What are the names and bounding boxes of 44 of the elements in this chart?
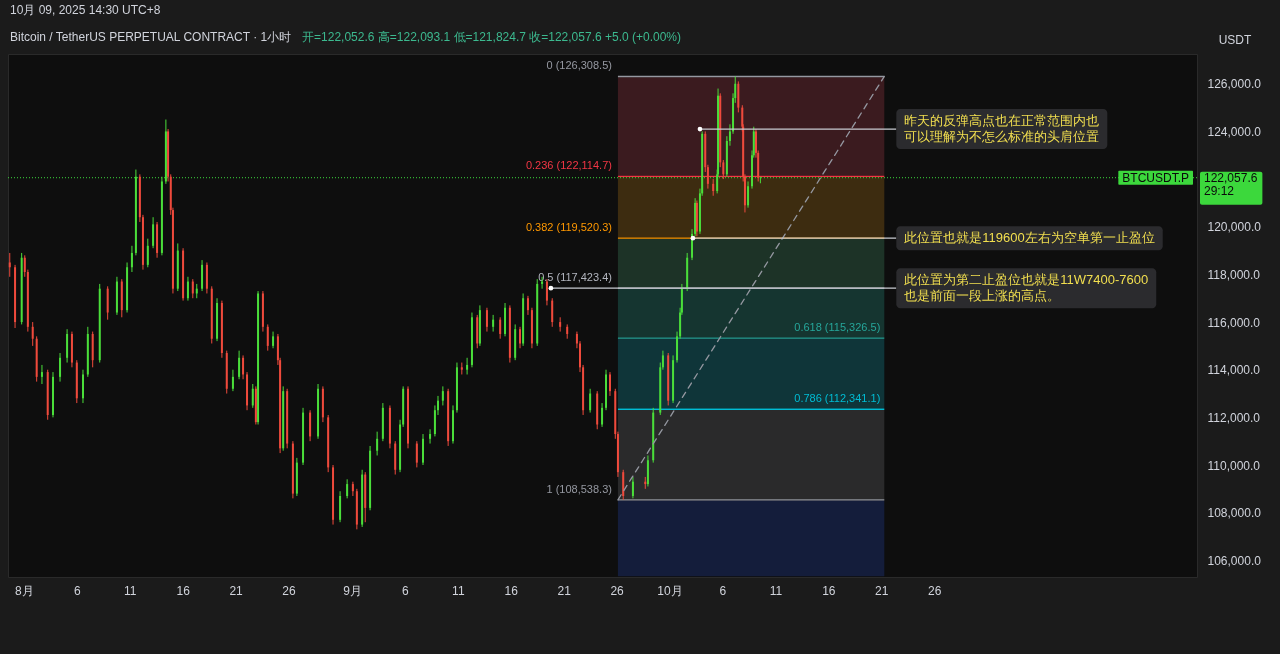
- y-tick-label: 114,000.0: [1207, 363, 1261, 378]
- x-tick-label: 6: [73, 583, 81, 598]
- ref-line-label: 0.618 (115,326.5): [794, 321, 881, 334]
- chart-subtitle: 开=122,052.6 高=122,093.1 低=121,824.7 收=122,057.6 +5.0 (+0.00%): [302, 30, 682, 44]
- x-tick-label: 26: [927, 583, 942, 598]
- y-tick-label: 118,000.0: [1207, 267, 1261, 282]
- x-tick-label: 6: [719, 583, 727, 598]
- text: 10月 09, 2025 14:30 UTC+8: [10, 3, 161, 17]
- y-tick-label: 110,000.0: [1207, 458, 1261, 473]
- annotation: 此位置为第二止盈位也就是11W7400-7600也是前面一段上涨的高点。: [904, 272, 1149, 304]
- ref-line-label: 0.5 (117,423.4): [538, 271, 612, 284]
- x-tick-label: 16: [822, 583, 836, 598]
- x-tick-label: 26: [282, 583, 296, 598]
- y-axis-title: USDT: [1218, 33, 1252, 47]
- x-tick-label: 26: [610, 583, 625, 598]
- chart-title: Bitcoin / TetherUS PERPETUAL CONTRACT · 1小时: [10, 30, 292, 44]
- x-tick-label: 11: [452, 583, 465, 598]
- x-tick-label: 21: [557, 583, 572, 598]
- x-tick-label: 16: [504, 583, 519, 598]
- ref-line-label: 0.236 (122,114.7): [525, 159, 612, 172]
- y-tick-label: 126,000.0: [1207, 77, 1262, 92]
- annotation: 昨天的反弹高点也在正常范围内也可以理解为不怎么标准的头肩位置: [904, 113, 1100, 145]
- x-tick-label: 10月: [657, 583, 683, 598]
- y-tick-label: 108,000.0: [1207, 506, 1262, 521]
- x-tick-label: 11: [769, 583, 783, 598]
- y-tick-label: 120,000.0: [1207, 220, 1262, 235]
- ref-line-label: 1 (108,538.3): [546, 482, 612, 495]
- x-tick-label: 21: [875, 583, 889, 598]
- ref-line-label: 0.382 (119,520.3): [525, 221, 612, 234]
- annotation: BTCUSDT.P: [1122, 170, 1190, 185]
- x-tick-label: 21: [229, 583, 244, 598]
- x-tick-label: 6: [402, 583, 410, 598]
- y-tick-label: 106,000.0: [1207, 553, 1262, 568]
- y-tick-label: 116,000.0: [1207, 315, 1261, 330]
- ref-line-label: 0.786 (112,341.1): [794, 392, 881, 405]
- ref-line-label: 122,057.6 29:12: [1204, 170, 1258, 198]
- annotation: 此位置也就是119600左右为空单第一止盈位: [904, 230, 1155, 246]
- y-tick-label: 124,000.0: [1207, 124, 1262, 139]
- ref-line-label: 0 (126,308.5): [546, 59, 612, 72]
- x-tick-label: 8月: [15, 583, 34, 598]
- x-tick-label: 16: [176, 583, 191, 598]
- y-tick-label: 112,000.0: [1207, 410, 1261, 425]
- x-tick-label: 9月: [343, 583, 362, 598]
- x-tick-label: 11: [123, 583, 137, 598]
